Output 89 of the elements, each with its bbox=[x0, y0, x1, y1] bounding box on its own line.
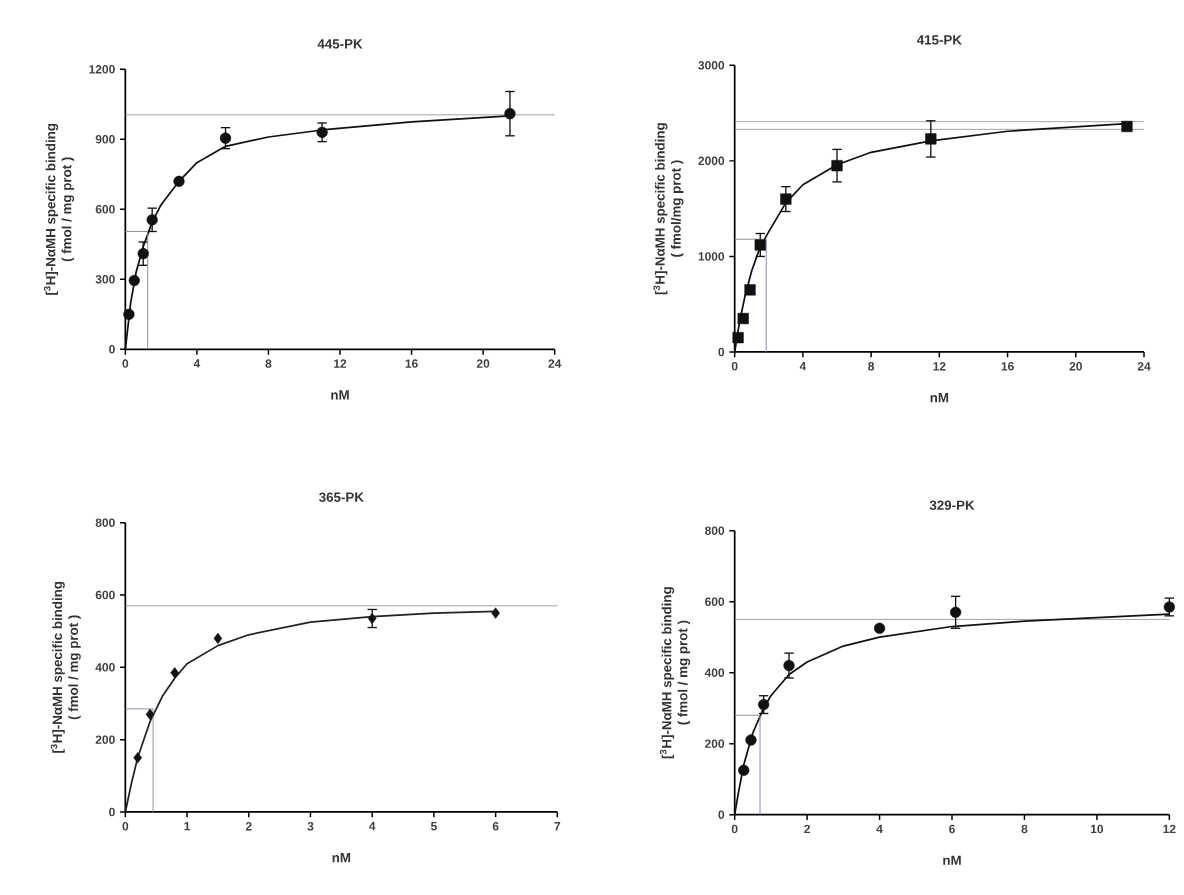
point bbox=[754, 239, 766, 251]
point bbox=[367, 613, 377, 625]
x-tick-label: 2 bbox=[245, 822, 252, 831]
x-tick-label: 3 bbox=[307, 822, 314, 831]
point bbox=[831, 160, 843, 172]
x-tick-label: 24 bbox=[1137, 362, 1151, 371]
x-axis-title: nM bbox=[331, 390, 349, 400]
point bbox=[146, 214, 158, 226]
x-tick-label: 4 bbox=[799, 362, 807, 371]
x-tick-label: 7 bbox=[554, 822, 561, 831]
y-tick-label: 300 bbox=[95, 275, 115, 284]
x-tick-label: 1 bbox=[184, 822, 191, 831]
point bbox=[758, 699, 770, 711]
x-tick-label: 12 bbox=[933, 362, 946, 371]
y-tick-label: 0 bbox=[109, 807, 115, 817]
point bbox=[128, 275, 140, 287]
y-tick-label: 600 bbox=[95, 205, 115, 214]
x-tick-label: 8 bbox=[1021, 824, 1028, 834]
x-tick-label: 0 bbox=[731, 362, 738, 371]
x-tick-label: 6 bbox=[492, 822, 499, 831]
point bbox=[173, 175, 185, 188]
y-tick-label: 200 bbox=[95, 735, 115, 745]
point bbox=[745, 734, 757, 746]
y-axis-title: [$^{3}$H]-NαMH specific binding ( fmol/mg prot ) bbox=[653, 123, 684, 295]
y-axis-title: [$^{3}$H]-NαMH specific binding ( fmol / mg prot ) bbox=[659, 587, 691, 759]
x-tick-label: 4 bbox=[369, 822, 376, 831]
point bbox=[744, 284, 756, 296]
point bbox=[783, 660, 795, 672]
point bbox=[873, 622, 886, 635]
point bbox=[925, 133, 937, 145]
x-tick-label: 20 bbox=[1069, 362, 1082, 371]
y-tick-label: 600 bbox=[705, 597, 725, 607]
x-tick-label: 4 bbox=[876, 824, 883, 834]
y-tick-label: 200 bbox=[705, 739, 725, 749]
y-tick-label: 800 bbox=[95, 518, 115, 528]
point bbox=[316, 126, 328, 139]
y-tick-label: 900 bbox=[95, 135, 115, 144]
x-tick-label: 20 bbox=[476, 359, 490, 369]
y-tick-label: 0 bbox=[718, 810, 725, 820]
chart-title: 445-PK bbox=[317, 39, 363, 49]
x-tick-label: 10 bbox=[1090, 824, 1104, 834]
x-tick-label: 8 bbox=[265, 359, 272, 369]
point bbox=[219, 132, 232, 144]
point bbox=[732, 332, 744, 344]
y-axis-title: [$^{3}$H]-NαMH specific binding ( fmol / mg prot ) bbox=[50, 582, 81, 754]
point bbox=[170, 667, 179, 679]
x-tick-label: 12 bbox=[334, 359, 347, 368]
x-tick-label: 16 bbox=[1001, 362, 1014, 371]
x-tick-label: 8 bbox=[868, 362, 875, 371]
y-tick-label: 3000 bbox=[698, 61, 725, 70]
y-tick-label: 400 bbox=[95, 663, 115, 672]
y-tick-label: 1000 bbox=[698, 252, 725, 261]
y-tick-label: 0 bbox=[718, 347, 725, 357]
x-tick-label: 0 bbox=[122, 822, 129, 831]
x-tick-label: 0 bbox=[122, 359, 129, 369]
point bbox=[1163, 601, 1175, 613]
y-tick-label: 0 bbox=[109, 345, 115, 354]
chart-title: 329-PK bbox=[929, 500, 975, 511]
point bbox=[133, 752, 142, 764]
y-tick-label: 800 bbox=[704, 526, 725, 536]
point bbox=[1121, 121, 1133, 133]
point bbox=[491, 607, 500, 619]
x-tick-label: 2 bbox=[804, 824, 810, 834]
point bbox=[737, 313, 749, 325]
x-axis-title: nM bbox=[930, 393, 949, 403]
y-tick-label: 2000 bbox=[698, 156, 725, 166]
y-tick-label: 400 bbox=[704, 668, 725, 678]
point bbox=[738, 764, 750, 777]
y-tick-label: 1200 bbox=[89, 65, 115, 74]
point bbox=[145, 708, 155, 721]
x-axis-title: nM bbox=[332, 853, 351, 863]
point bbox=[504, 108, 516, 120]
x-tick-label: 5 bbox=[430, 822, 437, 831]
x-tick-label: 12 bbox=[1163, 824, 1176, 834]
x-tick-label: 16 bbox=[405, 359, 418, 369]
y-tick-label: 600 bbox=[95, 590, 115, 600]
y-axis-title: [$^{3}$H]-NαMH specific binding ( fmol / mg prot ) bbox=[43, 124, 75, 296]
x-tick-label: 0 bbox=[731, 824, 738, 834]
point bbox=[123, 308, 135, 321]
point bbox=[137, 248, 149, 260]
x-axis-title: nM bbox=[943, 855, 961, 866]
point bbox=[213, 632, 223, 645]
x-tick-label: 4 bbox=[193, 359, 201, 368]
point bbox=[780, 193, 792, 205]
x-tick-label: 6 bbox=[949, 824, 955, 834]
chart-title: 415-PK bbox=[916, 35, 962, 45]
point bbox=[950, 606, 962, 619]
chart-title: 365-PK bbox=[319, 492, 364, 503]
x-tick-label: 24 bbox=[548, 359, 562, 368]
